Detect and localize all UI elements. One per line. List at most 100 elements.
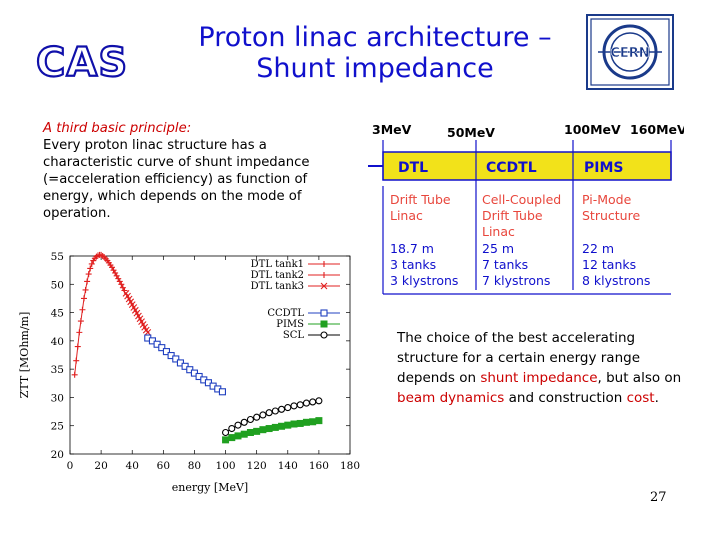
legend-marker-dtl-tank1	[321, 261, 327, 267]
intro-heading: A third basic principle:	[43, 121, 192, 136]
pims-point	[222, 436, 230, 444]
dtl-tank1-point	[84, 278, 91, 285]
y-tick-label: 45	[51, 308, 64, 320]
highlight-cost: cost	[626, 390, 655, 406]
pims-point	[302, 418, 310, 426]
chart-plot-area: 0 20 40 60 80 100 120 140 160 1802025303540455055…	[18, 251, 360, 494]
dtl-spec-tanks: 3 tanks	[390, 257, 436, 272]
x-tick-label: 160	[309, 460, 329, 472]
x-tick-label: 0	[67, 460, 74, 472]
ccdtl-name-line-3: Linac	[482, 224, 515, 239]
pims-point	[259, 426, 267, 434]
dtl-tank1-point	[85, 271, 92, 278]
energy-label-160mev: 160MeV	[630, 122, 684, 137]
scl-point	[246, 415, 254, 424]
x-axis-label: energy [MeV]	[172, 481, 248, 494]
pims-spec-tanks: 12 tanks	[582, 257, 636, 272]
cern-logo-text: CERN	[610, 46, 649, 61]
dtl-name-line-2: Linac	[390, 208, 423, 223]
y-tick-label: 20	[51, 449, 64, 461]
x-tick-label: 40	[126, 460, 139, 472]
dtl-tank1-point	[77, 318, 84, 325]
pims-point	[253, 427, 261, 435]
y-tick-label: 50	[51, 279, 64, 291]
y-tick-label: 40	[51, 336, 64, 348]
dtl-tank1-point	[81, 295, 87, 302]
ccdtl-spec-tanks: 7 tanks	[482, 257, 528, 272]
pims-point	[296, 419, 304, 427]
legend-label-dtl-tank2: DTL tank2	[251, 270, 304, 281]
pims-name-line-1: Pi-Mode	[582, 192, 632, 207]
choice-text-4: .	[654, 390, 659, 406]
pims-point	[309, 418, 317, 426]
dtl-tank1-point	[88, 260, 95, 267]
ccdtl-spec-length: 25 m	[482, 241, 514, 256]
title-line-2: Shunt impedance	[256, 53, 494, 84]
ccdtl-abbr: CCDTL	[486, 160, 537, 176]
scl-point	[240, 418, 248, 426]
energy-label-50mev: 50MeV	[447, 125, 495, 140]
highlight-shunt-impedance: shunt impedance	[480, 370, 598, 386]
x-tick-label: 180	[340, 460, 360, 472]
shunt-impedance-chart: 0 20 40 60 80 100 120 140 160 1802025303540455055…	[18, 251, 360, 494]
scl-point	[259, 411, 267, 419]
dtl-tank1-point	[71, 371, 78, 378]
ccdtl-point	[172, 355, 180, 363]
ccdtl-name-line-1: Cell-Coupled	[482, 192, 561, 207]
legend-marker-dtl-tank2	[321, 272, 327, 278]
pims-point	[315, 417, 323, 425]
y-tick-label: 30	[51, 392, 64, 404]
pims-point	[278, 422, 286, 430]
pims-point	[240, 430, 248, 438]
legend-label-scl: SCL	[283, 330, 305, 341]
dtl-tank1-point	[74, 343, 81, 350]
pims-name-line-2: Structure	[582, 208, 640, 223]
slide-title: Proton linac architecture – Shunt impeda…	[160, 22, 590, 84]
pims-point	[246, 429, 254, 437]
scl-point	[284, 404, 292, 412]
choice-text-2: , but also on	[597, 370, 682, 386]
x-tick-label: 100	[216, 460, 236, 472]
scl-point	[222, 428, 230, 437]
pims-spec-klystrons: 8 klystrons	[582, 273, 650, 288]
y-tick-label: 35	[51, 364, 64, 376]
cern-logo: CERN	[586, 14, 674, 90]
x-tick-label: 60	[157, 460, 170, 472]
dtl-name-line-1: Drift Tube	[390, 192, 451, 207]
dtl-tank1-point	[76, 329, 83, 336]
linac-architecture-diagram: 3MeV 50MeV 100MeV 160MeV DTL CCDTL PIMS …	[368, 122, 684, 295]
choice-text-1: The choice of the best accelerating stru…	[397, 330, 640, 386]
scl-point	[290, 402, 298, 410]
legend-label-dtl-tank3: DTL tank3	[251, 281, 304, 292]
x-tick-label: 140	[278, 460, 298, 472]
x-tick-label: 120	[247, 460, 267, 472]
cas-logo-text: CAS	[36, 40, 128, 82]
pims-point	[265, 425, 273, 433]
pims-point	[271, 423, 279, 431]
dtl-abbr: DTL	[398, 160, 428, 176]
ccdtl-point	[162, 348, 170, 356]
legend-marker-dtl-tank3	[320, 282, 328, 290]
scl-point	[296, 401, 304, 409]
scl-point	[234, 421, 242, 429]
page-number: 27	[650, 490, 667, 505]
scl-point	[271, 407, 279, 415]
dtl-tank1-point	[87, 265, 94, 272]
x-tick-label: 80	[188, 460, 201, 472]
intro-body: Every proton linac structure has a chara…	[43, 138, 310, 221]
pims-point	[234, 432, 242, 440]
dtl-tank1-line	[74, 254, 102, 375]
pims-spec-length: 22 m	[582, 241, 614, 256]
energy-label-3mev: 3MeV	[372, 122, 412, 137]
scl-point	[278, 405, 286, 413]
y-tick-label: 55	[51, 251, 64, 263]
legend-marker-ccdtl	[320, 309, 328, 317]
ccdtl-point	[158, 344, 166, 352]
legend-label-pims: PIMS	[276, 319, 304, 330]
pims-abbr: PIMS	[584, 160, 623, 176]
legend-marker-scl	[320, 331, 328, 339]
legend-label-ccdtl: CCDTL	[267, 308, 304, 319]
pims-point	[290, 420, 298, 428]
legend-marker-pims	[320, 320, 328, 328]
legend-label-dtl-tank1: DTL tank1	[251, 259, 304, 270]
